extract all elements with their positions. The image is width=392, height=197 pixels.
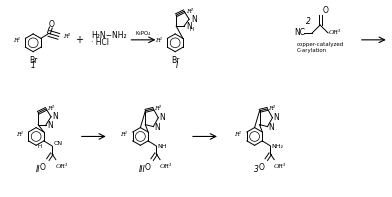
Text: OR³: OR³ bbox=[160, 164, 172, 169]
Text: I: I bbox=[176, 60, 178, 70]
Text: R²: R² bbox=[47, 106, 54, 111]
Text: N: N bbox=[47, 121, 53, 130]
Text: O: O bbox=[144, 163, 150, 172]
Text: NC: NC bbox=[294, 28, 305, 37]
Text: N: N bbox=[186, 21, 192, 31]
Text: O: O bbox=[258, 163, 264, 172]
Text: R²: R² bbox=[186, 9, 193, 14]
Text: N: N bbox=[191, 15, 197, 24]
Text: H₂N−NH₂: H₂N−NH₂ bbox=[91, 31, 126, 40]
Text: R¹: R¹ bbox=[16, 132, 23, 137]
Text: N: N bbox=[159, 113, 165, 122]
Text: K₃PO₄: K₃PO₄ bbox=[136, 31, 151, 36]
Text: N: N bbox=[52, 112, 58, 121]
Text: copper-catalyzed: copper-catalyzed bbox=[296, 42, 343, 47]
Text: · HCl: · HCl bbox=[91, 38, 109, 47]
Text: R¹: R¹ bbox=[13, 38, 20, 43]
Text: R¹: R¹ bbox=[234, 132, 242, 137]
Text: O: O bbox=[40, 163, 46, 172]
Text: R¹: R¹ bbox=[120, 132, 127, 137]
Text: II: II bbox=[36, 165, 40, 174]
Text: III: III bbox=[139, 165, 146, 174]
Text: Br: Br bbox=[171, 56, 179, 65]
Text: CN: CN bbox=[54, 141, 63, 146]
Text: 2: 2 bbox=[306, 17, 310, 26]
Text: R²: R² bbox=[269, 106, 276, 111]
Text: OR³: OR³ bbox=[329, 31, 341, 35]
Text: OR³: OR³ bbox=[274, 164, 287, 169]
Text: Br: Br bbox=[29, 56, 37, 65]
Text: H: H bbox=[189, 27, 193, 32]
Text: H: H bbox=[38, 144, 42, 149]
Text: O: O bbox=[48, 20, 54, 29]
Text: NH: NH bbox=[157, 144, 167, 149]
Text: N: N bbox=[274, 113, 279, 122]
Text: R²: R² bbox=[63, 34, 70, 39]
Text: R²: R² bbox=[154, 106, 162, 111]
Text: NH₂: NH₂ bbox=[271, 144, 283, 149]
Text: R¹: R¹ bbox=[155, 38, 162, 43]
Text: +: + bbox=[75, 35, 83, 45]
Text: N: N bbox=[269, 123, 274, 132]
Text: OR³: OR³ bbox=[56, 164, 68, 169]
Text: 3: 3 bbox=[254, 165, 259, 174]
Text: 1: 1 bbox=[31, 60, 36, 70]
Text: O: O bbox=[323, 6, 329, 15]
Text: N: N bbox=[154, 123, 160, 132]
Text: C-arylation: C-arylation bbox=[296, 48, 327, 53]
